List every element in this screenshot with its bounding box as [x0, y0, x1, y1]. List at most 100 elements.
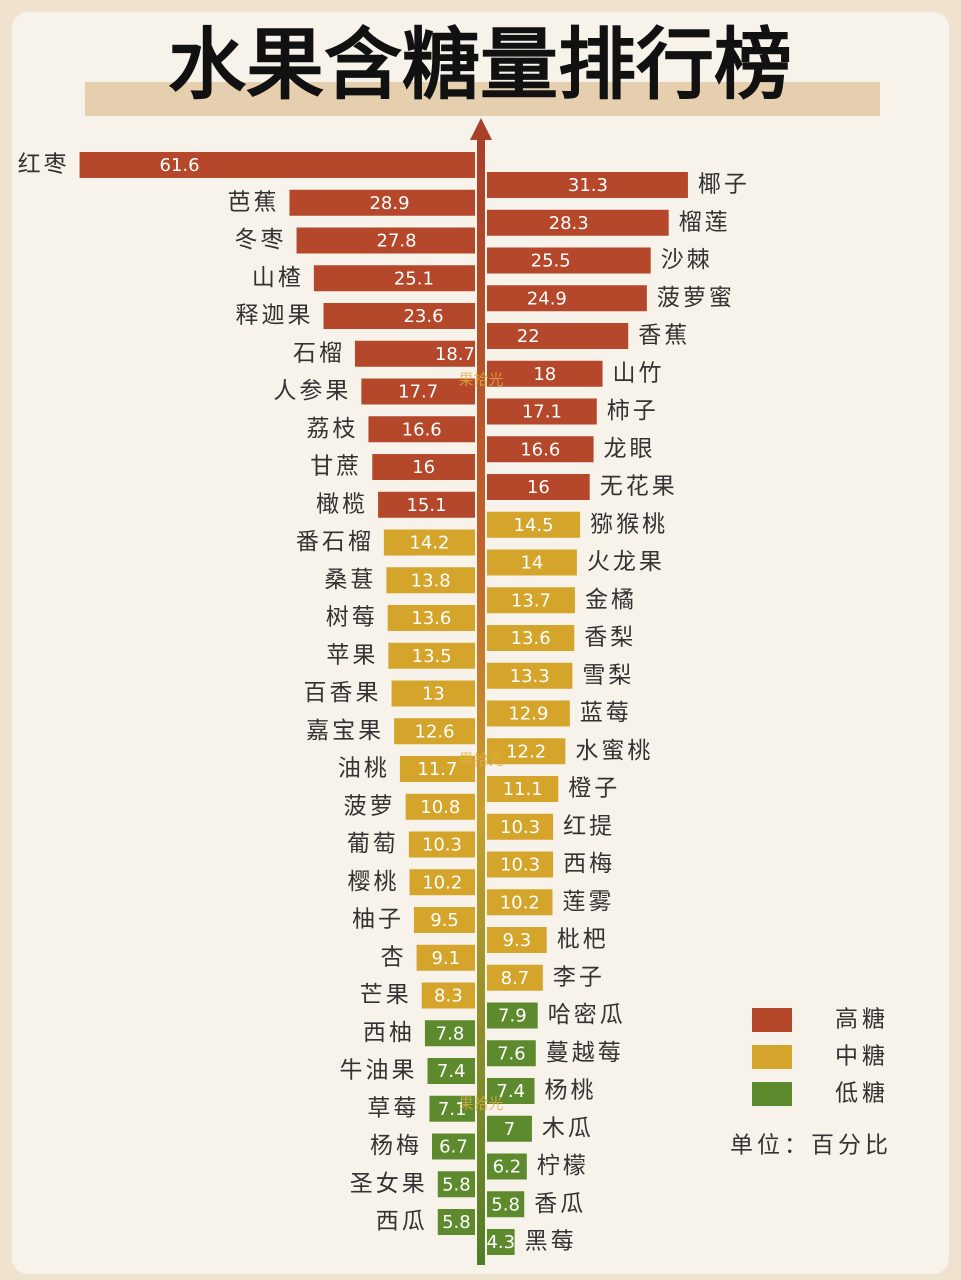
value-label: 13: [422, 684, 445, 705]
value-label: 5.8: [491, 1194, 520, 1215]
category-label: 红枣: [18, 152, 70, 178]
value-label: 25.5: [531, 251, 571, 272]
category-label: 百香果: [304, 680, 382, 706]
bar: [487, 662, 573, 689]
category-label: 榴莲: [679, 209, 731, 235]
value-label: 14: [520, 553, 543, 574]
bar: [487, 889, 553, 916]
bar: [487, 247, 651, 274]
value-label: 8.3: [434, 986, 463, 1007]
value-label: 7.4: [437, 1061, 466, 1082]
category-label: 葡萄: [347, 831, 399, 857]
category-label: 橙子: [568, 776, 620, 802]
bar: [323, 303, 475, 329]
value-label: 18.7: [435, 344, 475, 365]
bar: [487, 776, 559, 802]
category-label: 柠檬: [537, 1153, 589, 1179]
category-label: 猕猴桃: [590, 511, 668, 537]
legend-label: 中糖: [835, 1044, 889, 1070]
category-label: 芭蕉: [227, 189, 279, 215]
value-label: 13.3: [510, 666, 550, 687]
value-label: 13.7: [511, 590, 551, 611]
category-label: 金橘: [585, 587, 637, 613]
category-label: 椰子: [698, 172, 750, 198]
bar: [383, 529, 475, 556]
bar: [313, 265, 475, 292]
category-label: 苹果: [326, 642, 378, 668]
value-label: 14.2: [409, 533, 449, 554]
category-label: 菠萝蜜: [657, 285, 735, 311]
bar: [386, 567, 475, 594]
category-label: 番石榴: [296, 529, 374, 555]
legend-label: 高糖: [835, 1007, 889, 1033]
category-label: 蓝莓: [580, 700, 632, 726]
category-label: 红提: [563, 813, 615, 839]
category-label: 杨桃: [545, 1078, 597, 1104]
bar: [394, 718, 475, 745]
category-label: 沙棘: [661, 247, 713, 273]
category-label: 莲雾: [562, 889, 614, 915]
category-label: 冬枣: [235, 227, 287, 253]
bar: [487, 360, 603, 387]
bar: [431, 1133, 475, 1160]
bar: [427, 1058, 475, 1084]
category-label: 树莓: [326, 605, 378, 631]
value-label: 13.5: [412, 646, 452, 667]
category-label: 荔枝: [306, 416, 358, 442]
value-label: 7.8: [436, 1023, 465, 1044]
bar: [368, 416, 475, 443]
value-label: 10.3: [500, 855, 540, 876]
bar: [79, 152, 475, 178]
bar: [487, 549, 577, 576]
bar: [487, 927, 547, 953]
value-label: 16.6: [520, 439, 560, 460]
value-label: 13.6: [511, 628, 551, 649]
category-label: 菠萝: [344, 793, 396, 819]
category-label: 黑莓: [525, 1229, 577, 1255]
bar: [361, 378, 475, 405]
bar: [487, 1229, 515, 1255]
bar: [424, 1020, 475, 1047]
category-label: 樱桃: [348, 869, 400, 895]
bar: [399, 756, 475, 782]
category-label: 圣女果: [350, 1171, 428, 1197]
value-label: 7.9: [498, 1006, 527, 1027]
bar: [405, 793, 475, 820]
value-label: 10.2: [500, 892, 540, 913]
value-label: 14.5: [514, 515, 554, 536]
watermark: 果拾光: [458, 751, 503, 769]
category-label: 蔓越莓: [546, 1040, 624, 1066]
value-label: 23.6: [403, 306, 443, 327]
value-label: 7.4: [496, 1081, 525, 1102]
value-label: 25.1: [394, 268, 434, 289]
value-label: 28.9: [369, 193, 409, 214]
value-label: 11.1: [503, 779, 543, 800]
value-label: 31.3: [568, 175, 608, 196]
value-label: 6.2: [493, 1157, 522, 1178]
value-label: 12.9: [508, 704, 548, 725]
category-label: 西柚: [363, 1020, 415, 1046]
legend-swatch: [752, 1008, 792, 1032]
value-label: 28.3: [549, 213, 589, 234]
category-label: 香梨: [584, 625, 636, 651]
bar: [487, 1040, 536, 1067]
category-label: 杏: [381, 944, 407, 970]
value-label: 61.6: [160, 155, 200, 176]
bar: [387, 605, 475, 631]
value-label: 7.6: [497, 1043, 526, 1064]
value-label: 10.3: [422, 835, 462, 856]
value-label: 7.1: [438, 1099, 467, 1120]
category-label: 水蜜桃: [575, 738, 653, 764]
bar: [487, 587, 575, 614]
value-label: 9.3: [503, 930, 532, 951]
category-label: 柚子: [352, 907, 404, 933]
category-label: 山楂: [252, 265, 304, 291]
bar: [487, 398, 597, 425]
bar: [487, 1191, 525, 1218]
category-label: 嘉宝果: [306, 718, 384, 744]
bar: [408, 831, 475, 858]
category-label: 香蕉: [638, 323, 690, 349]
category-label: 甘蔗: [310, 454, 362, 480]
bar: [487, 285, 647, 312]
bar: [409, 869, 475, 896]
